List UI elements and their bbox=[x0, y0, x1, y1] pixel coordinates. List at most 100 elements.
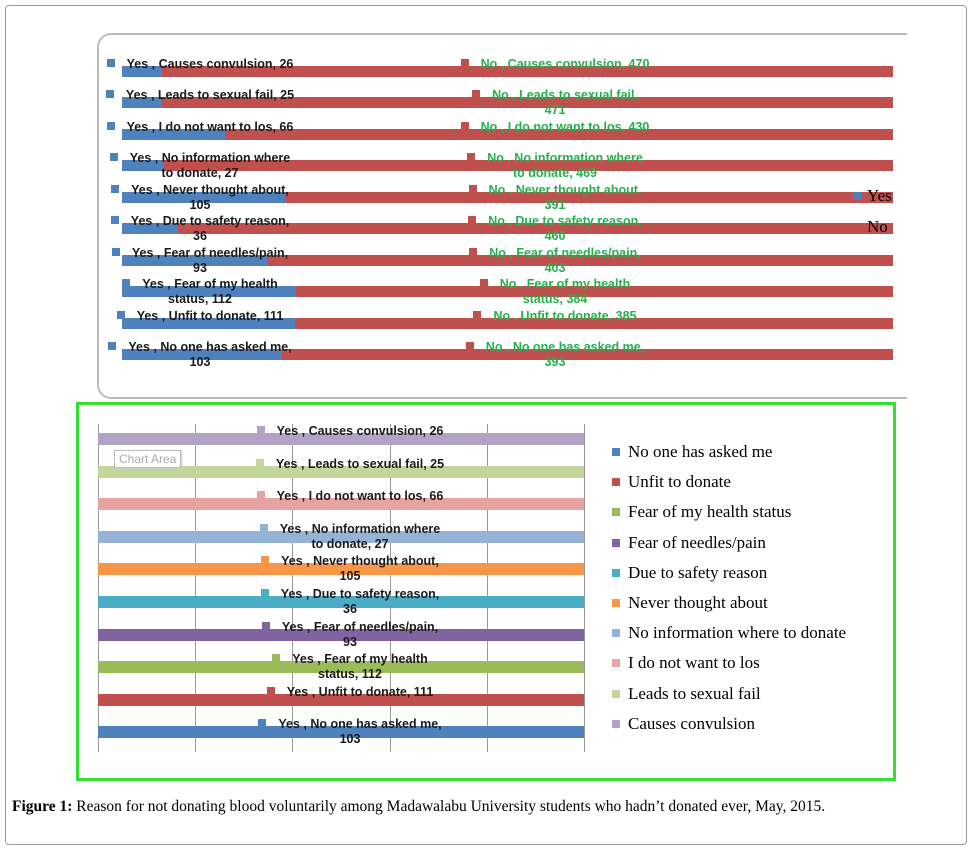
data-label: Yes , No one has asked me, 103 bbox=[105, 340, 295, 370]
legend-label: Fear of my health status bbox=[628, 502, 792, 522]
bar bbox=[294, 317, 893, 329]
label-marker bbox=[111, 184, 120, 193]
label-marker bbox=[465, 342, 474, 351]
label-text: No , No one has asked me, 393 bbox=[485, 340, 645, 370]
data-label: Yes , No information where to donate, 27 bbox=[255, 522, 445, 552]
label-text: Yes , No one has asked me, 103 bbox=[128, 340, 292, 370]
legend-marker bbox=[612, 689, 620, 698]
bar bbox=[98, 628, 584, 641]
legend-label: No bbox=[867, 217, 888, 236]
label-text: No , Leads to sexual fail, 471 bbox=[492, 88, 638, 118]
label-marker bbox=[105, 90, 114, 99]
label-text: No , No information where to donate, 469 bbox=[487, 151, 643, 181]
legend-item: Yes bbox=[853, 186, 892, 206]
legend-label: Unfit to donate bbox=[628, 472, 731, 492]
chart-frame bbox=[97, 33, 907, 399]
data-label: No , Fear of my health status, 384 bbox=[460, 277, 650, 307]
label-text: Yes , Fear of my health status, 112 bbox=[142, 277, 278, 307]
label-text: Yes , Never thought about, 105 bbox=[281, 554, 439, 584]
legend-item: No bbox=[853, 217, 888, 237]
legend-item: No information where to donate bbox=[612, 623, 846, 643]
bar bbox=[98, 498, 584, 511]
tooltip: Chart Area bbox=[114, 450, 182, 468]
label-text: Yes , No information where to donate, 27 bbox=[279, 521, 441, 551]
data-label: No , Fear of needles/pain, 403 bbox=[460, 246, 650, 276]
data-label: Yes , I do not want to los, 66 bbox=[255, 489, 445, 504]
label-text: Yes , Unfit to donate, 111 bbox=[136, 308, 284, 323]
label-text: Yes , Fear of needles/pain, 93 bbox=[131, 245, 289, 275]
label-text: Yes , Causes convulsion, 26 bbox=[126, 57, 294, 71]
legend-marker bbox=[612, 508, 620, 517]
legend-label: Fear of needles/pain bbox=[628, 532, 766, 552]
label-text: Yes , Unfit to donate, 111 bbox=[286, 684, 434, 699]
data-label: No , Unfit to donate, 385 bbox=[460, 309, 650, 324]
legend-item: Leads to sexual fail bbox=[612, 684, 761, 704]
label-marker bbox=[472, 90, 481, 99]
label-marker bbox=[256, 491, 265, 500]
grid-line bbox=[292, 424, 294, 752]
data-label: No , No information where to donate, 469 bbox=[460, 151, 650, 181]
legend-marker bbox=[612, 568, 620, 577]
label-marker bbox=[460, 121, 469, 130]
bar bbox=[122, 97, 161, 109]
bar bbox=[162, 66, 893, 77]
legend-item: Causes convulsion bbox=[612, 714, 755, 734]
label-text: Yes , Due to safety reason, 36 bbox=[280, 587, 440, 616]
bar bbox=[285, 191, 893, 203]
label-marker bbox=[108, 342, 117, 351]
data-label: Yes , Leads to sexual fail, 25 bbox=[105, 88, 295, 103]
data-label: Yes , Leads to sexual fail, 25 bbox=[255, 457, 445, 472]
legend-label: No information where to donate bbox=[628, 623, 847, 643]
bar bbox=[177, 223, 893, 235]
label-marker bbox=[255, 458, 264, 467]
bar bbox=[160, 97, 893, 109]
data-label: No , Due to safety reason, 460 bbox=[460, 214, 650, 244]
data-label: No , Leads to sexual fail, 471 bbox=[460, 88, 650, 118]
figure-border bbox=[5, 5, 967, 845]
bar bbox=[122, 317, 295, 329]
data-label: Yes , Unfit to donate, 111 bbox=[105, 309, 295, 324]
label-marker bbox=[479, 279, 488, 288]
legend-item: Never thought about bbox=[612, 593, 768, 613]
label-marker bbox=[106, 59, 115, 67]
bar bbox=[296, 286, 893, 298]
label-marker bbox=[261, 556, 270, 565]
legend-item: No one has asked me bbox=[612, 442, 772, 462]
legend-item: Due to safety reason bbox=[612, 563, 767, 583]
label-marker bbox=[468, 184, 477, 193]
data-label: No , Causes convulsion, 470 bbox=[460, 57, 650, 72]
legend-item: Unfit to donate bbox=[612, 472, 731, 492]
grid-line bbox=[584, 424, 585, 752]
legend-marker bbox=[612, 599, 620, 607]
data-label: Yes , Unfit to donate, 111 bbox=[255, 685, 445, 700]
label-marker bbox=[256, 426, 265, 434]
label-marker bbox=[259, 523, 268, 532]
bar bbox=[98, 465, 584, 478]
legend-label: Due to safety reason bbox=[628, 562, 768, 582]
chart-frame bbox=[76, 402, 896, 781]
data-label: Yes , Never thought about, 105 bbox=[105, 183, 295, 213]
label-text: No , Fear of my health status, 384 bbox=[499, 277, 631, 307]
legend-marker bbox=[612, 538, 620, 547]
data-label: Yes , No information where to donate, 27 bbox=[105, 151, 295, 181]
label-marker bbox=[467, 153, 476, 162]
data-label: Yes , Due to safety reason, 36 bbox=[105, 214, 295, 244]
bar bbox=[98, 661, 584, 674]
data-label: No , I do not want to los, 430 bbox=[460, 120, 650, 135]
data-label: No , Never thought about, 391 bbox=[460, 183, 650, 213]
legend-marker bbox=[612, 659, 620, 668]
bar bbox=[122, 160, 164, 172]
bar bbox=[122, 349, 283, 361]
label-text: No , I do not want to los, 430 bbox=[480, 119, 650, 134]
data-label: Yes , Fear of needles/pain, 93 bbox=[105, 246, 295, 276]
bar bbox=[98, 563, 584, 576]
grid-line bbox=[195, 424, 197, 752]
label-marker bbox=[116, 310, 125, 319]
label-text: No , Unfit to donate, 385 bbox=[493, 308, 637, 323]
data-label: Yes , Fear of needles/pain, 93 bbox=[255, 620, 445, 650]
bar bbox=[163, 160, 893, 172]
label-text: No , Fear of needles/pain, 403 bbox=[489, 245, 641, 275]
data-label: No , No one has asked me, 393 bbox=[460, 340, 650, 370]
label-marker bbox=[473, 310, 482, 319]
bar bbox=[122, 66, 163, 77]
